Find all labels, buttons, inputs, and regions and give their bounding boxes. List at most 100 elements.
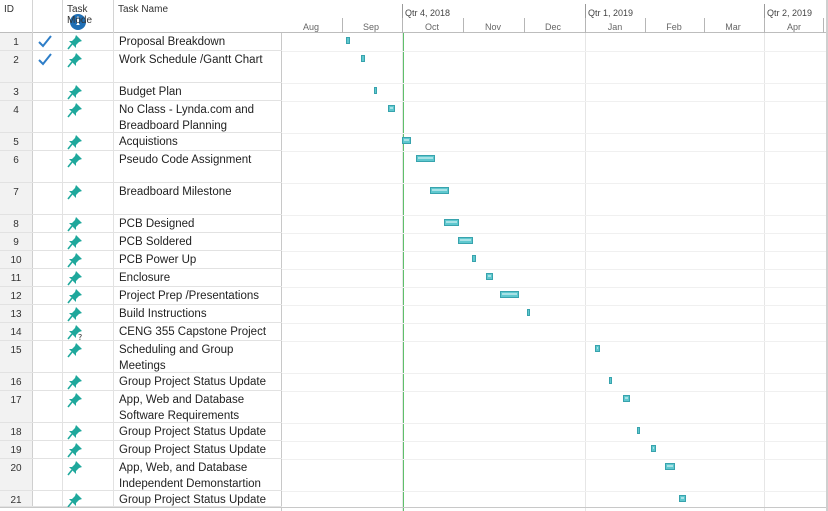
task-name-column-header[interactable]: Task Name <box>118 4 169 15</box>
table-row[interactable]: 17 App, Web and Database Software Require… <box>0 391 282 423</box>
task-mode-cell[interactable] <box>63 233 114 250</box>
id-column-header[interactable]: ID <box>0 0 33 33</box>
task-mode-column-header[interactable]: Task Mode <box>63 0 114 33</box>
indicators-column-header[interactable]: i <box>33 0 86 33</box>
task-bar[interactable] <box>500 291 519 298</box>
row-id[interactable]: 20 <box>0 459 33 490</box>
task-bar[interactable] <box>416 155 435 162</box>
task-name-cell[interactable]: No Class - Lynda.com and Breadboard Plan… <box>119 104 255 132</box>
row-id[interactable]: 4 <box>0 101 33 132</box>
task-bar[interactable] <box>595 345 600 352</box>
task-mode-cell[interactable] <box>63 83 114 100</box>
task-bar[interactable] <box>374 87 377 94</box>
task-bar[interactable] <box>388 105 395 112</box>
task-name-cell[interactable]: Work Schedule /Gantt Chart <box>119 54 263 66</box>
table-row[interactable]: 21 Group Project Status Update <box>0 491 282 508</box>
row-id[interactable]: 16 <box>0 373 33 390</box>
table-row[interactable]: 7 Breadboard Milestone <box>0 183 282 215</box>
row-id[interactable]: 5 <box>0 133 33 150</box>
table-row[interactable]: 2 Work Schedule /Gantt Chart <box>0 51 282 83</box>
row-id[interactable]: 14 <box>0 323 33 340</box>
task-mode-cell[interactable] <box>63 133 114 150</box>
task-bar[interactable] <box>637 427 640 434</box>
task-name-cell[interactable]: PCB Power Up <box>119 254 197 266</box>
row-id[interactable]: 19 <box>0 441 33 458</box>
row-id[interactable]: 13 <box>0 305 33 322</box>
task-mode-cell[interactable] <box>63 459 114 490</box>
task-name-cell[interactable]: PCB Soldered <box>119 236 192 248</box>
table-row[interactable]: 12 Project Prep /Presentations <box>0 287 282 305</box>
table-row[interactable]: 13 Build Instructions <box>0 305 282 323</box>
task-mode-cell[interactable] <box>63 151 114 182</box>
table-row[interactable]: 11 Enclosure <box>0 269 282 287</box>
table-row[interactable]: 18 Group Project Status Update <box>0 423 282 441</box>
task-name-cell[interactable]: CENG 355 Capstone Project <box>119 326 267 338</box>
row-id[interactable]: 18 <box>0 423 33 440</box>
table-row[interactable]: 8 PCB Designed <box>0 215 282 233</box>
task-bar[interactable] <box>679 495 686 502</box>
task-bar[interactable] <box>609 377 612 384</box>
task-name-cell[interactable]: Enclosure <box>119 272 171 284</box>
table-row[interactable]: 3 Budget Plan <box>0 83 282 101</box>
task-name-cell[interactable]: App, Web, and Database Independent Demon… <box>119 462 261 490</box>
task-name-cell[interactable]: Group Project Status Update <box>119 494 267 506</box>
task-bar[interactable] <box>486 273 493 280</box>
task-name-cell[interactable]: App, Web and Database Software Requireme… <box>119 394 245 422</box>
table-row[interactable]: 1 Proposal Breakdown <box>0 33 282 51</box>
row-id[interactable]: 21 <box>0 491 33 506</box>
task-bar[interactable] <box>346 37 350 44</box>
row-id[interactable]: 8 <box>0 215 33 232</box>
task-bar[interactable] <box>430 187 449 194</box>
table-row[interactable]: 6 Pseudo Code Assignment <box>0 151 282 183</box>
task-mode-cell[interactable] <box>63 101 114 132</box>
table-row[interactable]: 9 PCB Soldered <box>0 233 282 251</box>
task-mode-cell[interactable] <box>63 441 114 458</box>
task-name-cell[interactable]: Pseudo Code Assignment <box>119 154 252 166</box>
row-id[interactable]: 3 <box>0 83 33 100</box>
task-name-cell[interactable]: Budget Plan <box>119 86 182 98</box>
task-bar[interactable] <box>458 237 473 244</box>
task-mode-cell[interactable] <box>63 391 114 422</box>
task-mode-cell[interactable] <box>63 215 114 232</box>
task-name-cell[interactable]: Acquistions <box>119 136 178 148</box>
task-mode-cell[interactable] <box>63 269 114 286</box>
task-bar[interactable] <box>472 255 476 262</box>
table-row[interactable]: 16 Group Project Status Update <box>0 373 282 391</box>
table-row[interactable]: 4 No Class - Lynda.com and Breadboard Pla… <box>0 101 282 133</box>
task-bar[interactable] <box>361 55 365 62</box>
task-mode-cell[interactable] <box>63 51 114 82</box>
task-name-cell[interactable]: Proposal Breakdown <box>119 36 226 48</box>
table-row[interactable]: 19 Group Project Status Update <box>0 441 282 459</box>
task-name-cell[interactable]: Group Project Status Update <box>119 444 267 456</box>
task-bar[interactable] <box>402 137 411 144</box>
row-id[interactable]: 7 <box>0 183 33 214</box>
vertical-scrollbar[interactable] <box>826 0 828 511</box>
table-row[interactable]: 14? CENG 355 Capstone Project <box>0 323 282 342</box>
task-mode-cell[interactable] <box>63 33 114 50</box>
task-name-cell[interactable]: Group Project Status Update <box>119 426 267 438</box>
task-bar[interactable] <box>527 309 530 316</box>
task-bar[interactable] <box>623 395 630 402</box>
task-name-cell[interactable]: Project Prep /Presentations <box>119 290 259 302</box>
row-id[interactable]: 1 <box>0 33 33 50</box>
row-id[interactable]: 9 <box>0 233 33 250</box>
task-mode-cell[interactable] <box>63 305 114 322</box>
table-row[interactable]: 15 Scheduling and Group Meetings <box>0 341 282 373</box>
row-id[interactable]: 6 <box>0 151 33 182</box>
task-name-cell[interactable]: Breadboard Milestone <box>119 186 232 198</box>
task-mode-cell[interactable]: ? <box>63 323 114 342</box>
row-id[interactable]: 12 <box>0 287 33 304</box>
task-name-cell[interactable]: Group Project Status Update <box>119 376 267 388</box>
task-mode-cell[interactable] <box>63 423 114 440</box>
row-id[interactable]: 11 <box>0 269 33 286</box>
task-name-cell[interactable]: Build Instructions <box>119 308 207 320</box>
task-bar[interactable] <box>444 219 459 226</box>
row-id[interactable]: 17 <box>0 391 33 422</box>
task-mode-cell[interactable] <box>63 287 114 304</box>
task-mode-cell[interactable] <box>63 341 114 372</box>
row-id[interactable]: 15 <box>0 341 33 372</box>
task-mode-cell[interactable] <box>63 373 114 390</box>
task-mode-cell[interactable] <box>63 251 114 268</box>
task-bar[interactable] <box>651 445 656 452</box>
task-mode-cell[interactable] <box>63 183 114 214</box>
